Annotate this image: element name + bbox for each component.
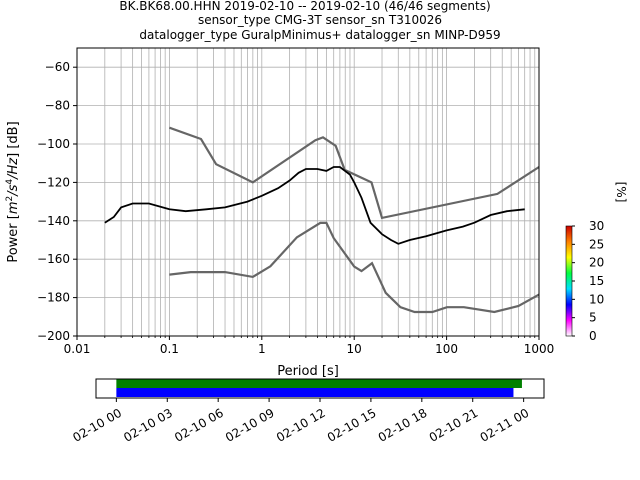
y-axis-label-hz: /Hz (6, 157, 21, 180)
timeline-tick-label: 02-10 12 (274, 406, 328, 445)
y-tick-label: −140 (37, 214, 70, 228)
timeline-tick-label: 02-11 00 (478, 406, 532, 445)
y-axis-label-sup2: 2 (5, 196, 15, 202)
colorbar-tick-label: 25 (589, 237, 604, 251)
timeline-tick-label: 02-10 09 (223, 406, 277, 445)
y-tick-label: −100 (37, 137, 70, 151)
timeline-tick-label: 02-10 00 (70, 406, 124, 445)
colorbar-tick-label: 30 (589, 219, 604, 233)
colorbar-tick-label: 5 (589, 311, 597, 325)
y-axis-label-s: /s (6, 184, 21, 196)
y-tick-label: −200 (37, 329, 70, 343)
colorbar-tick-label: 20 (589, 256, 604, 270)
x-axis-label: Period [s] (277, 364, 339, 379)
psd-plot: 0.01 0.1 1 10 100 1000 −60 −80 −100 −120 −140 −160… (5, 47, 555, 379)
x-tick-label: 100 (435, 342, 458, 356)
x-tick-label: 0.1 (160, 342, 179, 356)
colorbar: 0 5 10 15 20 25 30 [%] (565, 182, 628, 343)
y-tick-label: −120 (37, 175, 70, 189)
x-tick-label: 10 (347, 342, 362, 356)
plot-frame (76, 47, 540, 337)
timeline-tick-label: 02-10 06 (172, 406, 226, 445)
plot-area (77, 48, 539, 336)
colorbar-tick-label: 15 (589, 274, 604, 288)
y-axis-ticks: −60 −80 −100 −120 −140 −160 −180 −200 (37, 60, 77, 343)
x-tick-label: 1 (258, 342, 266, 356)
x-axis-ticks: 0.01 0.1 1 10 100 1000 (64, 336, 555, 356)
coverage-bars (116, 379, 522, 397)
timeline-tick-label: 02-10 21 (427, 406, 481, 445)
coverage-bar (116, 379, 522, 388)
y-axis-label-sup4: 4 (5, 179, 15, 185)
colorbar-tick-label: 0 (589, 329, 597, 343)
y-axis-label-suffix: ] [dB] (6, 121, 21, 158)
grid (76, 48, 539, 337)
y-axis-label-prefix: Power [ (6, 214, 21, 263)
y-tick-label: −60 (45, 60, 70, 74)
x-tick-label: 1000 (524, 342, 555, 356)
y-tick-label: −160 (37, 252, 70, 266)
title-line-1: BK.BK68.00.HHN 2019-02-10 -- 2019-02-10 … (119, 0, 490, 13)
title-line-3: datalogger_type GuralpMinimus+ datalogge… (139, 28, 500, 42)
colorbar-tick-label: 10 (589, 292, 604, 306)
high-noise-model-line (169, 126, 540, 220)
y-axis-label: Power [m2/s4/Hz] [dB] (5, 121, 21, 262)
timeline-tick-label: 02-10 15 (325, 406, 379, 445)
y-axis-label-m: m (6, 201, 21, 214)
colorbar-gradient (565, 225, 573, 337)
x-tick-label: 0.01 (64, 342, 91, 356)
figure-title: BK.BK68.00.HHN 2019-02-10 -- 2019-02-10 … (119, 0, 500, 42)
colorbar-ticks: 0 5 10 15 20 25 30 (572, 219, 604, 343)
mode-line (104, 166, 525, 245)
title-line-2: sensor_type CMG-3T sensor_sn T310026 (198, 13, 442, 27)
y-tick-label: −180 (37, 291, 70, 305)
y-tick-label: −80 (45, 99, 70, 113)
timeline-tick-label: 02-10 18 (376, 406, 430, 445)
low-noise-model-line (169, 221, 540, 314)
timeline-tick-label: 02-10 03 (121, 406, 175, 445)
coverage-bar (116, 388, 514, 397)
noise-models (169, 126, 540, 314)
colorbar-label: [%] (614, 182, 628, 203)
mode-curve (104, 166, 525, 245)
